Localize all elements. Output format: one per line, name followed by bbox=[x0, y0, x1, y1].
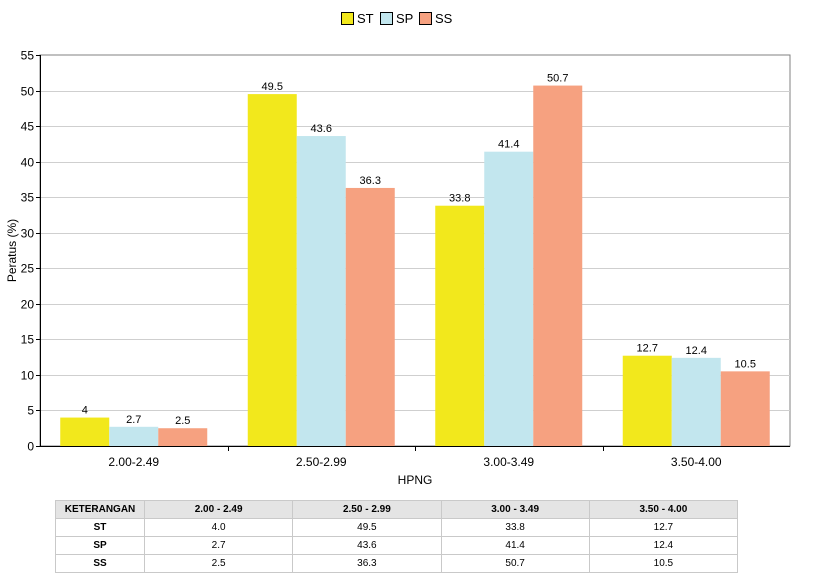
table-cell: 41.4 bbox=[440, 536, 590, 555]
y-tick-label: 50 bbox=[21, 85, 35, 99]
table-cell: 43.6 bbox=[292, 536, 442, 555]
table-row: ST 4.0 49.5 33.8 12.7 bbox=[55, 518, 739, 537]
y-axis-title: Peratus (%) bbox=[5, 219, 19, 282]
y-tick-label: 40 bbox=[21, 156, 35, 170]
bar-st bbox=[247, 94, 297, 446]
table-header-cell: 3.50 - 4.00 bbox=[588, 500, 739, 519]
data-label: 4 bbox=[82, 405, 88, 417]
x-tick-label: 3.00-3.49 bbox=[483, 455, 534, 469]
bar-sp bbox=[296, 136, 346, 446]
table-cell: 2.7 bbox=[143, 536, 294, 555]
legend-swatch-ss bbox=[419, 12, 432, 25]
x-tick-label: 3.50-4.00 bbox=[671, 455, 722, 469]
bar-ss bbox=[533, 85, 583, 446]
bar-chart: 0 5 10 15 20 25 30 35 40 45 50 55 4 2.7 2.5 2.00-2.49 49… bbox=[5, 11, 791, 487]
y-tick-label: 20 bbox=[21, 298, 35, 312]
table-cell: 12.4 bbox=[588, 536, 739, 555]
table-cell: 50.7 bbox=[440, 554, 590, 573]
y-tick-label: 5 bbox=[27, 404, 34, 418]
y-tick-label: 0 bbox=[27, 440, 34, 454]
y-tick-label: 10 bbox=[21, 369, 35, 383]
x-tick-label: 2.50-2.99 bbox=[296, 455, 347, 469]
data-label: 49.5 bbox=[262, 81, 283, 93]
data-label: 41.4 bbox=[498, 139, 519, 151]
table-header-row: KETERANGAN 2.00 - 2.49 2.50 - 2.99 3.00 … bbox=[55, 500, 739, 519]
data-table: KETERANGAN 2.00 - 2.49 2.50 - 2.99 3.00 … bbox=[55, 500, 739, 573]
bar-st bbox=[435, 205, 485, 446]
legend-swatch-st bbox=[341, 12, 354, 25]
table-cell: 49.5 bbox=[292, 518, 442, 537]
y-tick-label: 15 bbox=[21, 333, 35, 347]
table-header-cell: 3.00 - 3.49 bbox=[440, 500, 590, 519]
data-label: 2.7 bbox=[126, 414, 141, 426]
x-axis-title: HPNG bbox=[398, 473, 433, 487]
table-row-label: SP bbox=[55, 536, 145, 555]
data-label: 2.5 bbox=[175, 415, 190, 427]
table-row: SP 2.7 43.6 41.4 12.4 bbox=[55, 536, 739, 555]
data-label: 12.7 bbox=[637, 343, 658, 355]
bar-sp bbox=[109, 426, 159, 446]
y-tick-label: 45 bbox=[21, 120, 35, 134]
table-cell: 4.0 bbox=[143, 518, 294, 537]
data-label: 43.6 bbox=[311, 123, 332, 135]
y-tick-label: 25 bbox=[21, 262, 35, 276]
data-label: 33.8 bbox=[449, 193, 470, 205]
bar-sp bbox=[671, 357, 721, 446]
y-tick-label: 35 bbox=[21, 191, 35, 205]
data-label: 12.4 bbox=[686, 345, 707, 357]
bar-st bbox=[622, 355, 672, 446]
y-tick-label: 55 bbox=[21, 49, 35, 63]
table-row-label: ST bbox=[55, 518, 145, 537]
table-row-label: SS bbox=[55, 554, 145, 573]
legend-label: SS bbox=[435, 11, 453, 26]
bar-ss bbox=[158, 428, 208, 446]
legend-swatch-sp bbox=[380, 12, 393, 25]
table-cell: 36.3 bbox=[292, 554, 442, 573]
table-cell: 33.8 bbox=[440, 518, 590, 537]
table-header-cell: 2.50 - 2.99 bbox=[292, 500, 442, 519]
bar-st bbox=[60, 417, 110, 446]
table-cell: 10.5 bbox=[588, 554, 739, 573]
y-tick-label: 30 bbox=[21, 227, 35, 241]
table-cell: 12.7 bbox=[588, 518, 739, 537]
bar-ss bbox=[345, 187, 395, 446]
legend-label: SP bbox=[396, 11, 413, 26]
data-label: 36.3 bbox=[360, 175, 381, 187]
legend-label: ST bbox=[357, 11, 374, 26]
x-tick-label: 2.00-2.49 bbox=[108, 455, 159, 469]
table-header-cell: KETERANGAN bbox=[55, 500, 145, 519]
data-label: 10.5 bbox=[735, 358, 756, 370]
table-cell: 2.5 bbox=[143, 554, 294, 573]
bar-sp bbox=[484, 151, 534, 446]
table-row: SS 2.5 36.3 50.7 10.5 bbox=[55, 554, 739, 573]
table-header-cell: 2.00 - 2.49 bbox=[143, 500, 294, 519]
bar-ss bbox=[720, 371, 770, 446]
data-label: 50.7 bbox=[547, 73, 568, 85]
chart-canvas: 0 5 10 15 20 25 30 35 40 45 50 55 4 2.7 2.5 2.00-2.49 49… bbox=[5, 11, 791, 487]
